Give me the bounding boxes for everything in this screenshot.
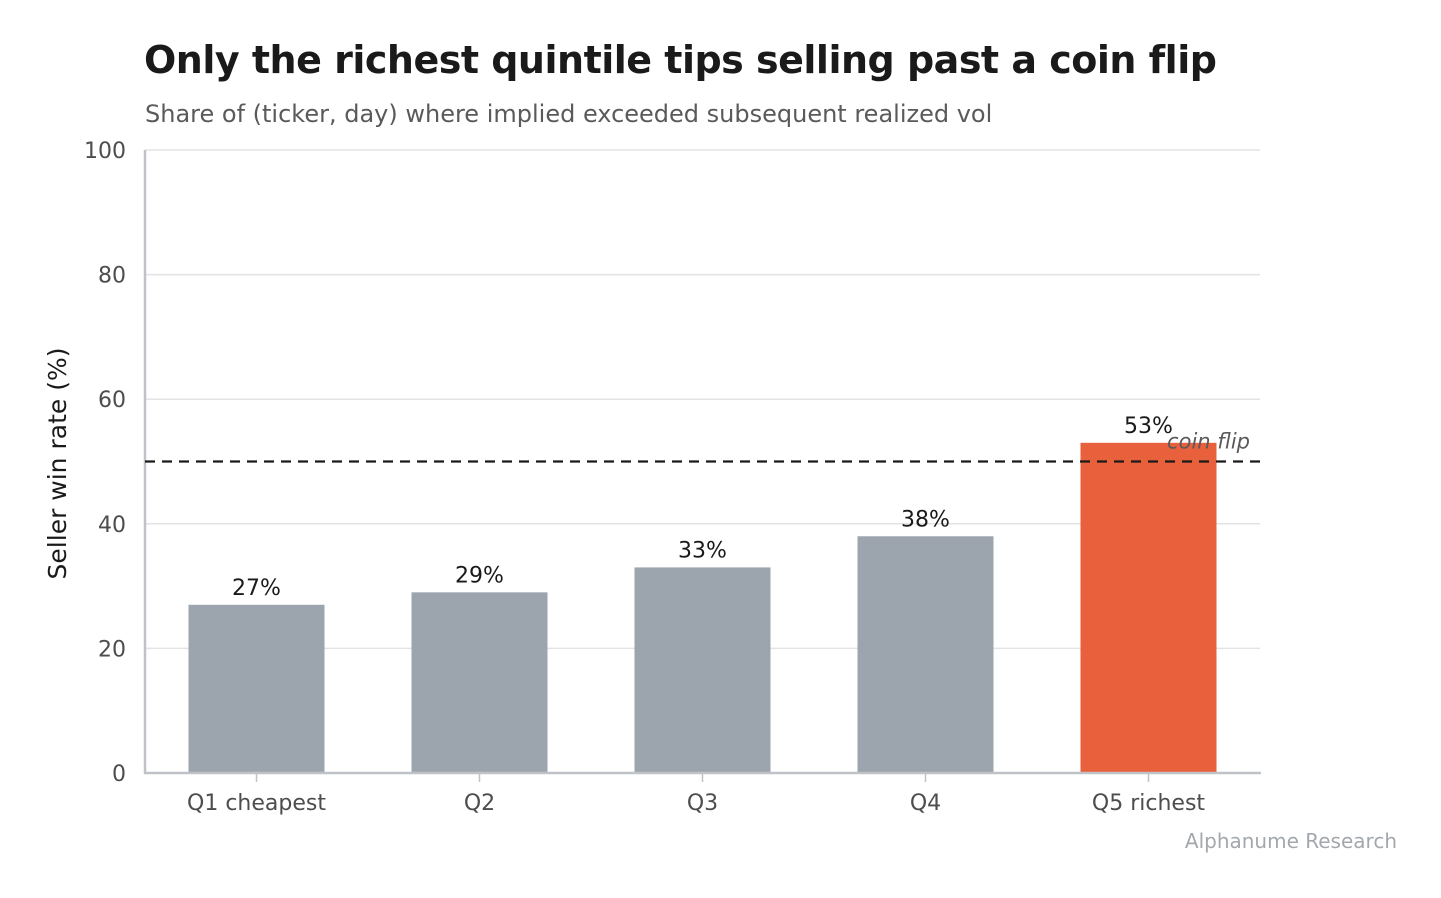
bar-value-label: 27% <box>232 576 281 601</box>
source-note: Alphanume Research <box>1184 829 1397 853</box>
y-tick-label: 100 <box>84 139 126 164</box>
bars <box>188 442 1217 773</box>
x-tick-label: Q4 <box>910 791 941 816</box>
x-tick-label: Q1 cheapest <box>187 791 326 816</box>
chart-title: Only the richest quintile tips selling p… <box>144 38 1217 82</box>
bar <box>1080 442 1217 773</box>
bar-value-label: 29% <box>455 563 504 588</box>
bar <box>634 567 771 773</box>
y-tick-label: 60 <box>98 388 126 413</box>
y-axis-title: Seller win rate (%) <box>43 348 72 580</box>
y-tick-label: 20 <box>98 637 126 662</box>
x-tick-label: Q5 richest <box>1092 791 1206 816</box>
bar-value-label: 38% <box>901 507 950 532</box>
y-tick-label: 80 <box>98 264 126 289</box>
x-tick-label: Q3 <box>687 791 718 816</box>
y-tick-label: 0 <box>112 762 126 787</box>
reference-line-label: coin flip <box>1167 430 1250 454</box>
x-tick-label: Q2 <box>464 791 495 816</box>
bar <box>188 604 325 773</box>
bar-value-label: 53% <box>1124 414 1173 439</box>
y-tick-label: 40 <box>98 513 126 538</box>
bar-value-label: 33% <box>678 538 727 563</box>
bar <box>857 536 994 773</box>
chart-subtitle: Share of (ticker, day) where implied exc… <box>145 100 993 128</box>
labels: 0 20 40 60 80 100 27% Q1 cheapest 29% Q2 33% Q3 38% Q… <box>43 139 1250 816</box>
bar <box>411 592 548 773</box>
